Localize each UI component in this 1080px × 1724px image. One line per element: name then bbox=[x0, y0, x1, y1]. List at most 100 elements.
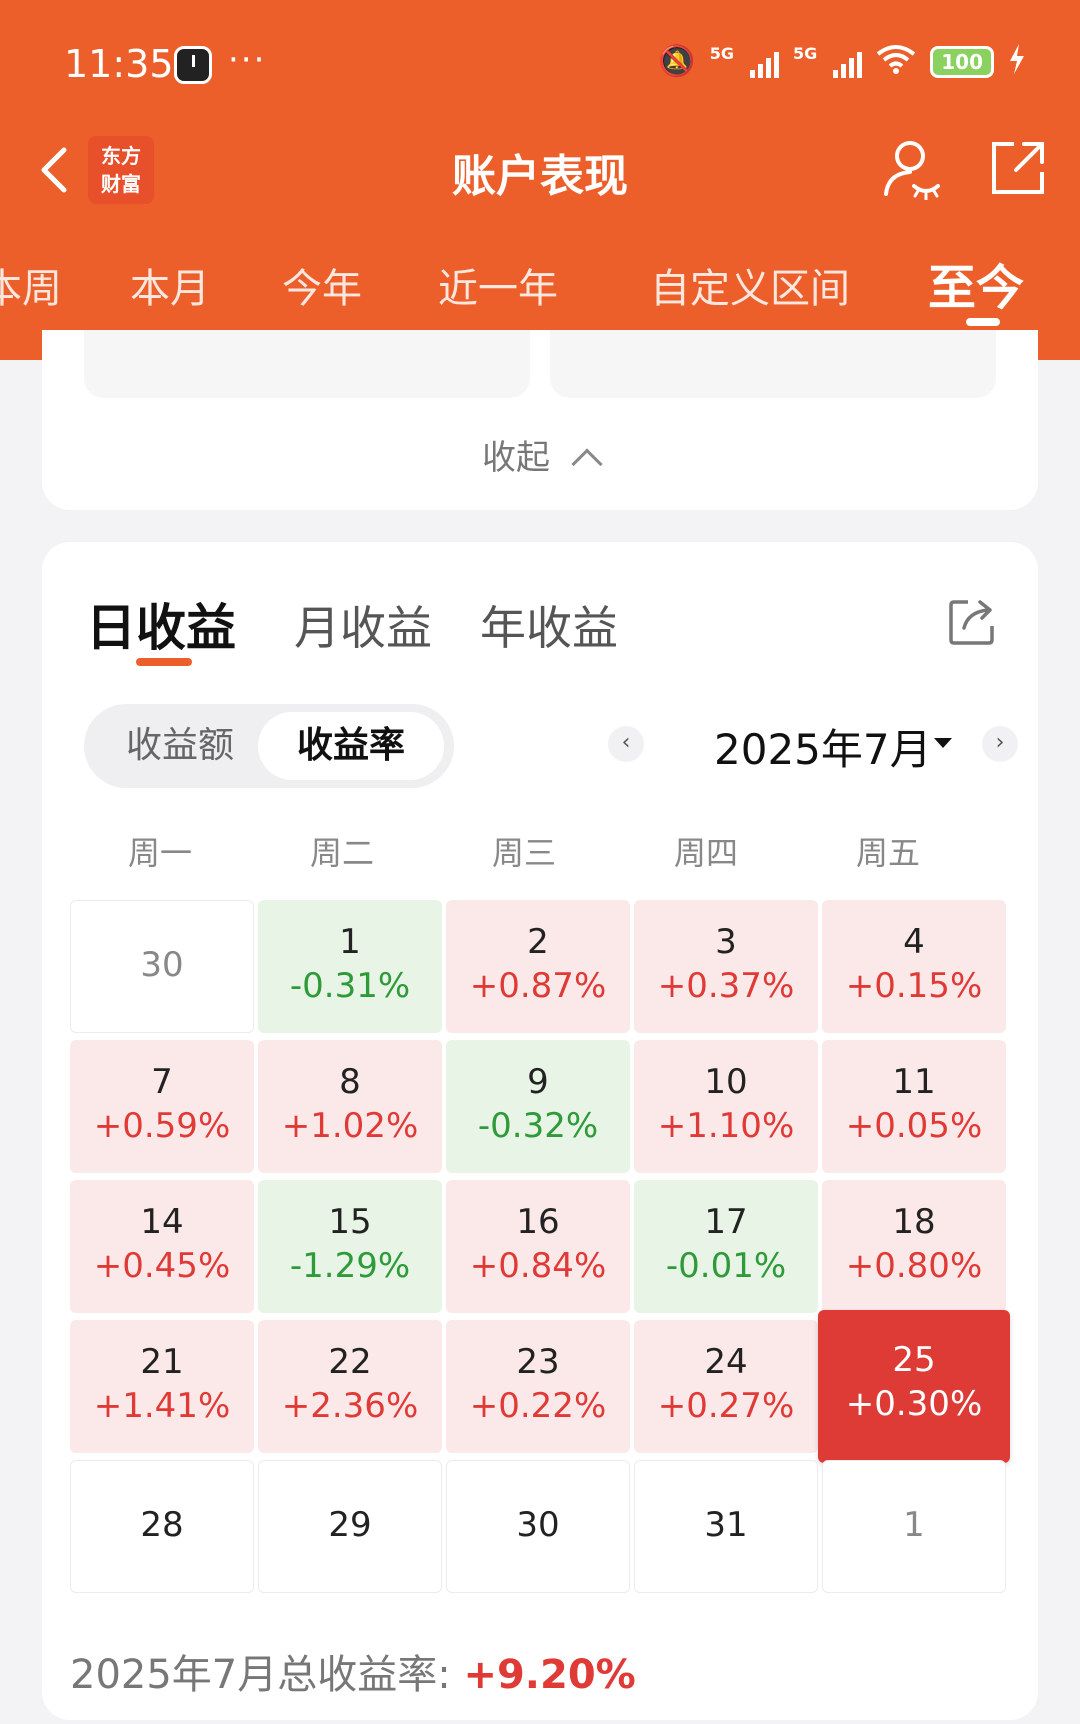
battery-icon: 100 bbox=[930, 46, 994, 78]
status-bar: 11:35 ··· 🔕 5G 5G 100 bbox=[0, 0, 1080, 120]
toggle-rate[interactable]: 收益率 bbox=[258, 712, 444, 780]
day-number: 11 bbox=[892, 1062, 936, 1102]
calendar-day-cell[interactable]: 14 +0.45% bbox=[70, 1180, 254, 1313]
prev-month-button[interactable]: ‹ bbox=[608, 726, 644, 762]
tab-to-date[interactable]: 至今 bbox=[928, 260, 1025, 316]
more-notifications-icon: ··· bbox=[228, 40, 267, 80]
weekday-thu: 周四 bbox=[673, 834, 738, 872]
day-number: 28 bbox=[140, 1505, 184, 1545]
export-icon[interactable] bbox=[948, 596, 998, 646]
day-number: 2 bbox=[527, 922, 549, 962]
mute-icon: 🔕 bbox=[658, 44, 696, 79]
calendar-day-cell[interactable]: 1 bbox=[822, 1460, 1006, 1593]
day-return-rate: +0.45% bbox=[93, 1246, 231, 1286]
calendar-day-cell[interactable]: 1 -0.31% bbox=[258, 900, 442, 1033]
wifi-icon bbox=[876, 44, 916, 80]
calendar-day-cell[interactable]: 30 bbox=[70, 900, 254, 1033]
day-number: 17 bbox=[704, 1202, 748, 1242]
day-number: 18 bbox=[892, 1202, 936, 1242]
calendar-day-cell[interactable]: 7 +0.59% bbox=[70, 1040, 254, 1173]
day-return-rate: -1.29% bbox=[289, 1246, 411, 1286]
day-number: 9 bbox=[527, 1062, 549, 1102]
month-label[interactable]: 2025年7月 bbox=[714, 725, 932, 774]
weekday-header: 周一 周二 周三 周四 周五 bbox=[70, 828, 1010, 878]
tab-this-month[interactable]: 本月 bbox=[130, 266, 210, 312]
summary-box-left bbox=[84, 330, 530, 398]
day-return-rate: +0.15% bbox=[845, 966, 983, 1006]
day-number: 7 bbox=[151, 1062, 173, 1102]
day-number: 4 bbox=[903, 922, 925, 962]
signal-icon bbox=[749, 46, 779, 78]
calendar-day-cell[interactable]: 25 +0.30% bbox=[818, 1310, 1010, 1463]
calendar-day-cell[interactable]: 28 bbox=[70, 1460, 254, 1593]
calendar-day-cell[interactable]: 29 bbox=[258, 1460, 442, 1593]
caret-down-icon[interactable] bbox=[934, 738, 952, 748]
calendar-day-cell[interactable]: 16 +0.84% bbox=[446, 1180, 630, 1313]
day-number: 14 bbox=[140, 1202, 184, 1242]
calendar-day-cell[interactable]: 8 +1.02% bbox=[258, 1040, 442, 1173]
day-return-rate: -0.31% bbox=[289, 966, 411, 1006]
day-return-rate: +1.02% bbox=[281, 1106, 419, 1146]
collapse-button[interactable]: 收起 bbox=[42, 430, 1038, 480]
calendar-day-cell[interactable]: 11 +0.05% bbox=[822, 1040, 1006, 1173]
logo-text-2: 财富 bbox=[101, 172, 141, 196]
day-number: 22 bbox=[328, 1342, 372, 1382]
app-header: 11:35 ··· 🔕 5G 5G 100 东方 财富 账户表现 bbox=[0, 0, 1080, 360]
tab-last-year[interactable]: 近一年 bbox=[438, 266, 558, 312]
active-tab-indicator bbox=[966, 318, 1000, 326]
calendar-day-cell[interactable]: 22 +2.36% bbox=[258, 1320, 442, 1453]
tab-this-week[interactable]: 本周 bbox=[0, 266, 62, 312]
day-return-rate: +0.05% bbox=[845, 1106, 983, 1146]
day-return-rate: +0.87% bbox=[469, 966, 607, 1006]
calendar-day-cell[interactable]: 4 +0.15% bbox=[822, 900, 1006, 1033]
day-number: 1 bbox=[903, 1505, 925, 1545]
calendar-day-cell[interactable]: 31 bbox=[634, 1460, 818, 1593]
day-number: 31 bbox=[704, 1505, 748, 1545]
calendar-day-cell[interactable]: 21 +1.41% bbox=[70, 1320, 254, 1453]
collapse-label: 收起 bbox=[482, 438, 550, 478]
next-month-button[interactable]: › bbox=[982, 726, 1018, 762]
calendar-day-cell[interactable]: 15 -1.29% bbox=[258, 1180, 442, 1313]
tab-custom-range[interactable]: 自定义区间 bbox=[650, 266, 850, 312]
summary-card: 收起 bbox=[42, 330, 1038, 510]
weekday-tue: 周二 bbox=[309, 834, 374, 872]
back-arrow-icon[interactable] bbox=[36, 146, 76, 194]
network-label-1: 5G bbox=[709, 44, 734, 63]
tab-this-year[interactable]: 今年 bbox=[282, 266, 362, 312]
calendar-day-cell[interactable]: 18 +0.80% bbox=[822, 1180, 1006, 1313]
day-number: 25 bbox=[892, 1340, 936, 1380]
day-number: 1 bbox=[339, 922, 361, 962]
day-return-rate: +0.22% bbox=[469, 1386, 607, 1426]
day-number: 29 bbox=[328, 1505, 372, 1545]
privacy-eye-user-icon[interactable] bbox=[880, 136, 944, 201]
day-number: 23 bbox=[516, 1342, 560, 1382]
total-value: +9.20% bbox=[463, 1652, 636, 1698]
tab-daily-profit[interactable]: 日收益 bbox=[86, 599, 236, 657]
day-return-rate: +0.80% bbox=[845, 1246, 983, 1286]
day-number: 10 bbox=[704, 1062, 748, 1102]
charging-icon bbox=[1008, 44, 1026, 80]
calendar-day-cell[interactable]: 23 +0.22% bbox=[446, 1320, 630, 1453]
weekday-fri: 周五 bbox=[855, 834, 920, 872]
day-return-rate: +0.27% bbox=[657, 1386, 795, 1426]
day-return-rate: +0.30% bbox=[845, 1384, 983, 1424]
summary-box-right bbox=[550, 330, 996, 398]
weekday-wed: 周三 bbox=[491, 834, 556, 872]
signal-icon-2 bbox=[833, 46, 863, 78]
share-icon[interactable] bbox=[988, 138, 1048, 198]
profit-calendar-card: 日收益 月收益 年收益 收益额 收益率 ‹ 2025年7月 › 周一 周二 周三… bbox=[42, 542, 1038, 1720]
calendar-day-cell[interactable]: 2 +0.87% bbox=[446, 900, 630, 1033]
calendar-day-cell[interactable]: 9 -0.32% bbox=[446, 1040, 630, 1173]
calendar-day-cell[interactable]: 24 +0.27% bbox=[634, 1320, 818, 1453]
calendar-day-cell[interactable]: 10 +1.10% bbox=[634, 1040, 818, 1173]
day-return-rate: +1.41% bbox=[93, 1386, 231, 1426]
calendar-day-cell[interactable]: 30 bbox=[446, 1460, 630, 1593]
calendar-day-cell[interactable]: 3 +0.37% bbox=[634, 900, 818, 1033]
calendar-day-cell[interactable]: 17 -0.01% bbox=[634, 1180, 818, 1313]
eastmoney-logo: 东方 财富 bbox=[88, 136, 154, 204]
page-title: 账户表现 bbox=[452, 151, 628, 202]
tab-monthly-profit[interactable]: 月收益 bbox=[294, 601, 432, 655]
toggle-amount[interactable]: 收益额 bbox=[125, 725, 234, 766]
tab-yearly-profit[interactable]: 年收益 bbox=[480, 601, 618, 655]
day-number: 21 bbox=[140, 1342, 184, 1382]
